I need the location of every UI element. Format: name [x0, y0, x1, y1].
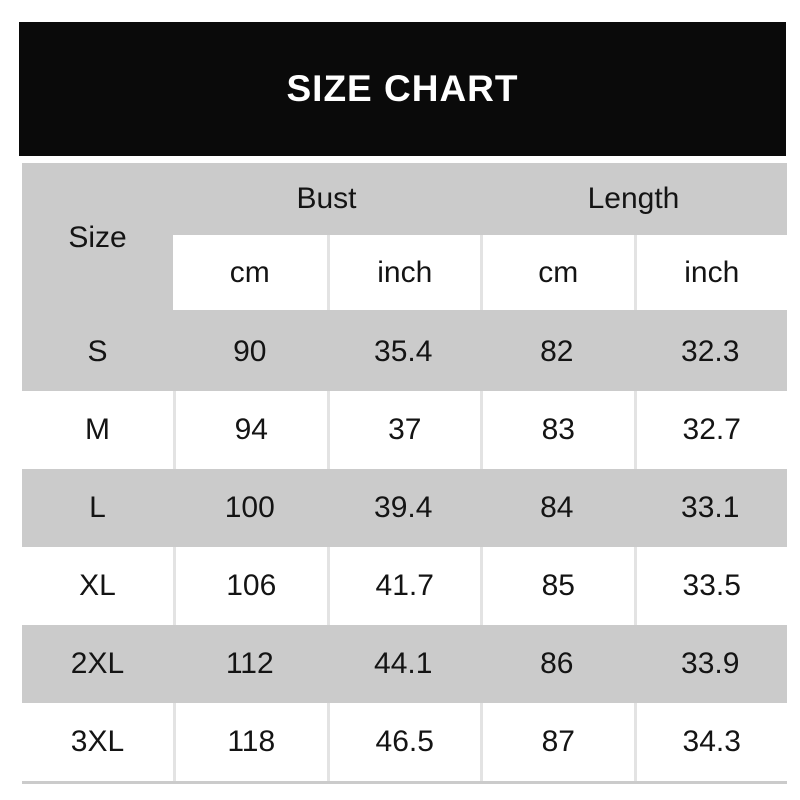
length-inch-cell: 32.7: [633, 391, 787, 469]
size-cell: 2XL: [70, 647, 125, 680]
length-cm-cell: 87: [480, 703, 634, 781]
bust-inch-cell: 37: [326, 391, 480, 469]
bust-inch-cell: 39.4: [374, 491, 433, 524]
bust-cm-cell: 100: [224, 491, 275, 524]
unit-header-bust-cm: cm: [173, 235, 327, 310]
size-cell: L: [89, 491, 106, 524]
bust-inch-cell: 46.5: [326, 703, 480, 781]
length-inch-cell: 33.5: [633, 547, 787, 625]
length-cm-cell: 82: [540, 335, 574, 368]
bust-cm-cell: 90: [233, 335, 267, 368]
bust-cm-cell: 112: [225, 647, 274, 680]
bust-cm-cell: 118: [173, 703, 327, 781]
length-cm-cell: 84: [540, 491, 574, 524]
length-cm-cell: 83: [480, 391, 634, 469]
length-inch-cell: 34.3: [633, 703, 787, 781]
column-header-size: Size: [68, 221, 127, 254]
size-chart-table: Size Bust Length cm inch cm inch S 90 35…: [22, 163, 787, 784]
size-cell: M: [22, 391, 173, 469]
size-cell: S: [87, 335, 108, 368]
unit-header-bust-inch: inch: [326, 235, 480, 310]
bust-inch-cell: 44.1: [374, 647, 433, 680]
unit-header-length-inch: inch: [633, 235, 787, 310]
bust-inch-cell: 41.7: [326, 547, 480, 625]
unit-header-length-cm: cm: [480, 235, 634, 310]
bust-inch-cell: 35.4: [374, 335, 433, 368]
bust-cm-cell: 106: [173, 547, 327, 625]
size-cell: XL: [22, 547, 173, 625]
length-cm-cell: 85: [480, 547, 634, 625]
page-title: SIZE CHART: [286, 68, 519, 109]
column-group-length: Length: [587, 182, 680, 215]
length-inch-cell: 33.1: [681, 491, 740, 524]
size-cell: 3XL: [22, 703, 173, 781]
size-chart-banner: SIZE CHART: [19, 22, 786, 156]
column-group-bust: Bust: [296, 182, 357, 215]
length-cm-cell: 86: [540, 647, 574, 680]
bust-cm-cell: 94: [173, 391, 327, 469]
length-inch-cell: 33.9: [681, 647, 740, 680]
length-inch-cell: 32.3: [681, 335, 740, 368]
